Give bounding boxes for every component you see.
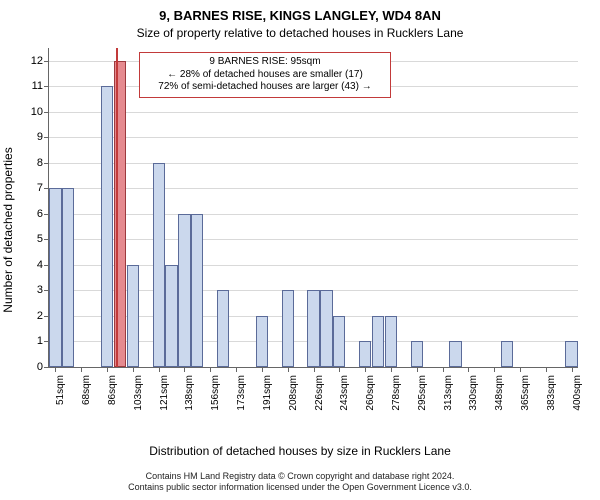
y-tick-label: 10 <box>31 106 49 118</box>
bar <box>320 290 332 367</box>
x-tick-label: 243sqm <box>339 357 350 393</box>
gridline <box>49 137 578 138</box>
x-tick-label: 400sqm <box>572 357 583 393</box>
annotation-line: 9 BARNES RISE: 95sqm <box>146 56 384 69</box>
bar <box>191 214 203 367</box>
chart-title-line1: 9, BARNES RISE, KINGS LANGLEY, WD4 8AN <box>0 8 600 23</box>
x-tick-label: 260sqm <box>365 357 376 393</box>
y-tick-label: 8 <box>37 157 49 169</box>
bar <box>153 163 165 367</box>
bar <box>282 290 294 367</box>
x-tick-label: 226sqm <box>314 357 325 393</box>
gridline <box>49 188 578 189</box>
x-tick-label: 51sqm <box>55 360 66 390</box>
x-tick-label: 295sqm <box>417 357 428 393</box>
y-axis-label: Number of detached properties <box>1 147 15 312</box>
plot-area: 012345678910111251sqm68sqm86sqm103sqm121… <box>48 48 578 368</box>
annotation-line: ← 28% of detached houses are smaller (17… <box>146 69 384 82</box>
x-tick-label: 330sqm <box>468 357 479 393</box>
bar <box>127 265 139 367</box>
x-tick-label: 348sqm <box>494 357 505 393</box>
x-tick-label: 156sqm <box>210 357 221 393</box>
chart-title-line2: Size of property relative to detached ho… <box>0 26 600 40</box>
y-tick-label: 11 <box>32 80 49 92</box>
x-axis-label: Distribution of detached houses by size … <box>0 444 600 458</box>
bar <box>62 188 74 367</box>
bar <box>307 290 319 367</box>
y-tick-label: 7 <box>37 182 49 194</box>
gridline <box>49 163 578 164</box>
property-marker-line <box>116 48 118 367</box>
bar <box>178 214 190 367</box>
x-tick-label: 103sqm <box>133 357 144 393</box>
annotation-box: 9 BARNES RISE: 95sqm← 28% of detached ho… <box>139 52 391 98</box>
y-tick-label: 5 <box>37 233 49 245</box>
x-tick-label: 313sqm <box>443 357 454 393</box>
x-tick-label: 138sqm <box>184 357 195 393</box>
x-tick-label: 173sqm <box>236 357 247 393</box>
gridline <box>49 239 578 240</box>
bar <box>49 188 61 367</box>
bar <box>217 290 229 367</box>
y-tick-label: 3 <box>37 284 49 296</box>
footer-line2: Contains public sector information licen… <box>0 482 600 494</box>
x-tick-label: 68sqm <box>81 360 92 390</box>
y-tick-label: 2 <box>37 310 49 322</box>
x-tick-label: 383sqm <box>546 357 557 393</box>
y-tick-label: 6 <box>37 208 49 220</box>
y-tick-label: 1 <box>37 335 49 347</box>
gridline <box>49 214 578 215</box>
x-tick-label: 365sqm <box>520 357 531 393</box>
footer-attribution: Contains HM Land Registry data © Crown c… <box>0 471 600 494</box>
x-tick-label: 121sqm <box>159 357 170 393</box>
bar <box>165 265 177 367</box>
x-tick-label: 278sqm <box>391 357 402 393</box>
gridline <box>49 112 578 113</box>
chart-container: 9, BARNES RISE, KINGS LANGLEY, WD4 8AN S… <box>0 0 600 500</box>
y-tick-label: 12 <box>31 55 49 67</box>
footer-line1: Contains HM Land Registry data © Crown c… <box>0 471 600 483</box>
y-tick-label: 0 <box>37 361 49 373</box>
annotation-line: 72% of semi-detached houses are larger (… <box>146 81 384 94</box>
y-tick-label: 4 <box>37 259 49 271</box>
y-tick-label: 9 <box>37 131 49 143</box>
bar <box>101 86 113 367</box>
x-tick-label: 191sqm <box>262 357 273 393</box>
x-tick-label: 208sqm <box>288 357 299 393</box>
